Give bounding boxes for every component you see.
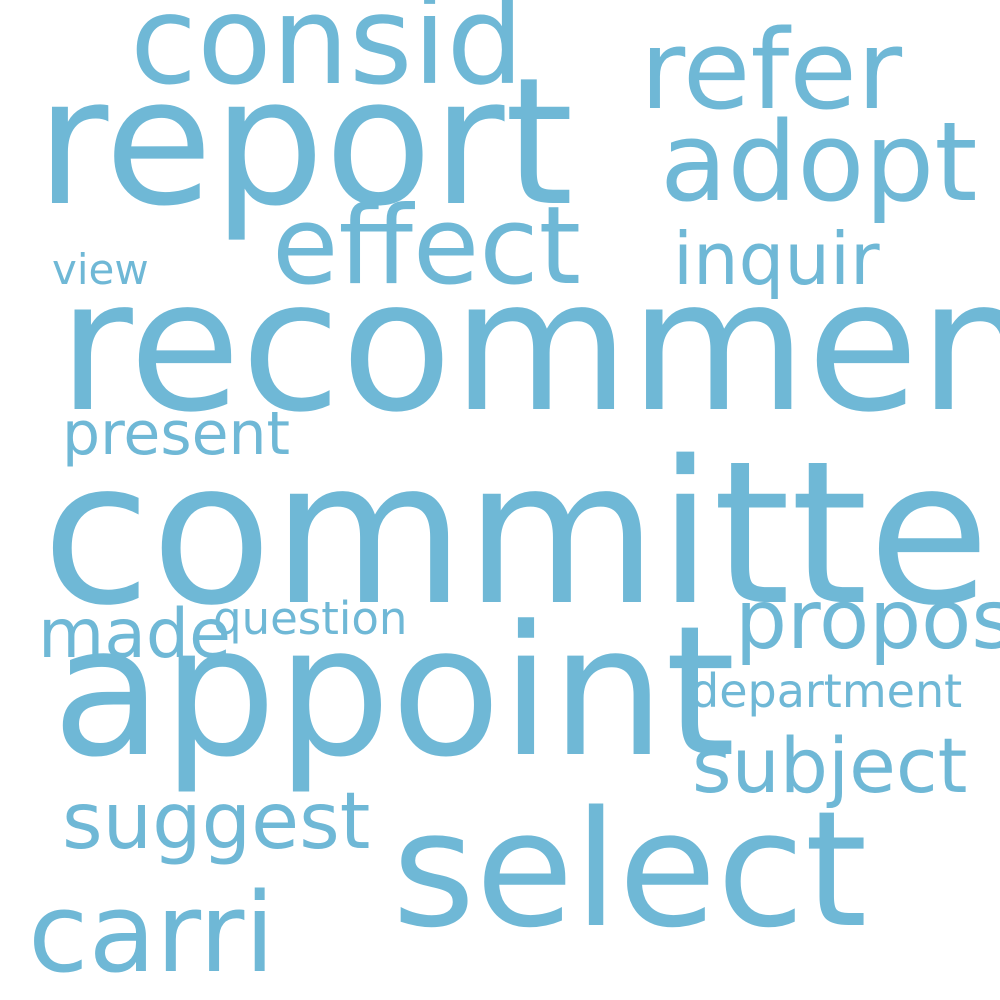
word-recommend: recommend — [58, 240, 1000, 452]
word-refer: refer — [640, 6, 903, 134]
word-effect: effect — [272, 184, 582, 309]
word-consid: consid — [130, 0, 524, 112]
word-made: made — [38, 595, 231, 674]
word-view: view — [52, 245, 149, 294]
word-adopt: adopt — [660, 98, 978, 226]
word-propos: propos — [735, 573, 1000, 668]
word-select: select — [392, 776, 868, 963]
word-present: present — [62, 399, 291, 469]
word-carri: carri — [28, 869, 275, 997]
word-department: department — [690, 664, 963, 718]
word-appoint: appoint — [52, 588, 736, 797]
word-committe: committe — [42, 418, 990, 649]
word-suggest: suggest — [62, 777, 371, 867]
word-inquir: inquir — [673, 217, 880, 301]
word-subject: subject — [692, 721, 968, 810]
word-question: question — [213, 592, 408, 645]
word-report: report — [36, 40, 574, 245]
